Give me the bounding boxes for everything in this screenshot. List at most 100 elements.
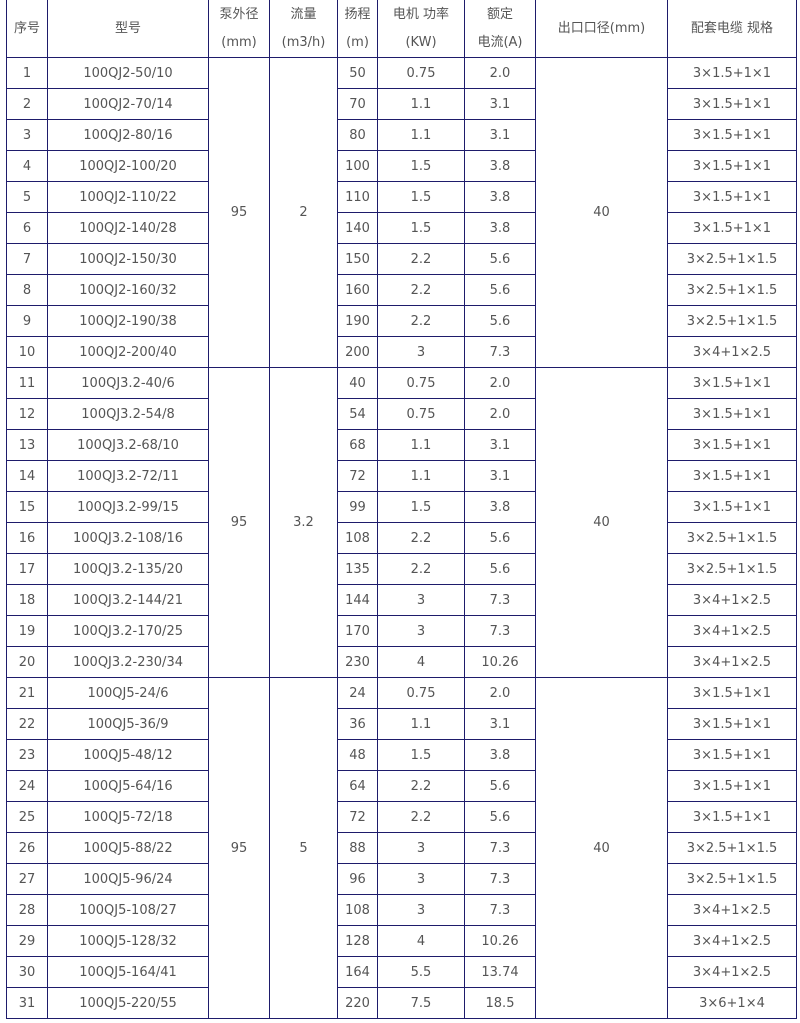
- cell-cable: 3×1.5+1×1: [667, 88, 797, 120]
- cell-model: 100QJ5-108/27: [47, 894, 209, 926]
- cell-power: 1.1: [377, 460, 465, 492]
- cell-model: 100QJ2-200/40: [47, 336, 209, 368]
- table-row: 18 100QJ3.2-144/21 144 3 7.3 3×4+1×2.5: [6, 584, 797, 616]
- header-power: 电机 功率 (KW): [377, 0, 465, 58]
- cell-cable: 3×1.5+1×1: [667, 212, 797, 244]
- cell-current: 7.3: [464, 894, 536, 926]
- cell-head: 96: [337, 863, 378, 895]
- cell-current: 18.5: [464, 987, 536, 1019]
- cell-head: 150: [337, 243, 378, 275]
- cell-model: 100QJ3.2-40/6: [47, 367, 209, 399]
- cell-current: 3.1: [464, 119, 536, 151]
- header-outer-diameter: 泵外径 (mm): [208, 0, 270, 58]
- cell-no: 10: [6, 336, 48, 368]
- cell-power: 4: [377, 925, 465, 957]
- table-row: 27 100QJ5-96/24 96 3 7.3 3×2.5+1×1.5: [6, 863, 797, 895]
- cell-no: 18: [6, 584, 48, 616]
- cell-power: 1.5: [377, 150, 465, 182]
- cell-cable: 3×2.5+1×1.5: [667, 522, 797, 554]
- cell-outlet: 40: [535, 57, 668, 368]
- table-row: 14 100QJ3.2-72/11 72 1.1 3.1 3×1.5+1×1: [6, 460, 797, 492]
- cell-model: 100QJ5-220/55: [47, 987, 209, 1019]
- cell-current: 3.1: [464, 460, 536, 492]
- cell-head: 54: [337, 398, 378, 430]
- cell-head: 88: [337, 832, 378, 864]
- header-head-label: 扬程: [344, 6, 371, 22]
- header-cable: 配套电缆 规格: [667, 0, 797, 58]
- header-outlet: 出口口径(mm): [535, 0, 668, 58]
- cell-no: 19: [6, 615, 48, 647]
- header-power-label: 电机 功率: [392, 6, 450, 22]
- cell-model: 100QJ2-80/16: [47, 119, 209, 151]
- cell-no: 23: [6, 739, 48, 771]
- cell-power: 2.2: [377, 274, 465, 306]
- cell-current: 5.6: [464, 305, 536, 337]
- cell-power: 2.2: [377, 801, 465, 833]
- table-row: 1 100QJ2-50/10 95 2 50 0.75 2.0 40 3×1.5+1×1: [6, 57, 797, 368]
- cell-cable: 3×2.5+1×1.5: [667, 274, 797, 306]
- cell-no: 17: [6, 553, 48, 585]
- cell-power: 2.2: [377, 770, 465, 802]
- cell-power: 1.1: [377, 708, 465, 740]
- table-row: 19 100QJ3.2-170/25 170 3 7.3 3×4+1×2.5: [6, 615, 797, 647]
- cell-head: 135: [337, 553, 378, 585]
- table-row: 8 100QJ2-160/32 160 2.2 5.6 3×2.5+1×1.5: [6, 274, 797, 306]
- cell-model: 100QJ3.2-99/15: [47, 491, 209, 523]
- cell-no: 12: [6, 398, 48, 430]
- table-row: 30 100QJ5-164/41 164 5.5 13.74 3×4+1×2.5: [6, 956, 797, 988]
- cell-power: 0.75: [377, 398, 465, 430]
- cell-current: 7.3: [464, 584, 536, 616]
- table-row: 26 100QJ5-88/22 88 3 7.3 3×2.5+1×1.5: [6, 832, 797, 864]
- cell-current: 3.1: [464, 708, 536, 740]
- cell-no: 29: [6, 925, 48, 957]
- cell-current: 3.1: [464, 88, 536, 120]
- table-row: 21 100QJ5-24/6 95 5 24 0.75 2.0 40 3×1.5+1×1: [6, 677, 797, 1019]
- cell-model: 100QJ5-72/18: [47, 801, 209, 833]
- table-row: 6 100QJ2-140/28 140 1.5 3.8 3×1.5+1×1: [6, 212, 797, 244]
- table-row: 24 100QJ5-64/16 64 2.2 5.6 3×1.5+1×1: [6, 770, 797, 802]
- cell-no: 27: [6, 863, 48, 895]
- table-row: 4 100QJ2-100/20 100 1.5 3.8 3×1.5+1×1: [6, 150, 797, 182]
- cell-no: 28: [6, 894, 48, 926]
- cell-head: 50: [337, 57, 378, 89]
- cell-head: 140: [337, 212, 378, 244]
- cell-no: 20: [6, 646, 48, 678]
- cell-model: 100QJ5-48/12: [47, 739, 209, 771]
- cell-power: 3: [377, 832, 465, 864]
- cell-current: 5.6: [464, 522, 536, 554]
- cell-cable: 3×2.5+1×1.5: [667, 832, 797, 864]
- cell-model: 100QJ2-190/38: [47, 305, 209, 337]
- cell-outlet: 40: [535, 677, 668, 1019]
- cell-head: 24: [337, 677, 378, 709]
- cell-head: 164: [337, 956, 378, 988]
- cell-head: 128: [337, 925, 378, 957]
- cell-model: 100QJ3.2-144/21: [47, 584, 209, 616]
- cell-no: 14: [6, 460, 48, 492]
- cell-current: 3.8: [464, 150, 536, 182]
- table-row: 31 100QJ5-220/55 220 7.5 18.5 3×6+1×4: [6, 987, 797, 1019]
- cell-head: 72: [337, 801, 378, 833]
- cell-cable: 3×1.5+1×1: [667, 491, 797, 523]
- cell-no: 4: [6, 150, 48, 182]
- cell-no: 11: [6, 367, 48, 399]
- cell-no: 8: [6, 274, 48, 306]
- table-row: 3 100QJ2-80/16 80 1.1 3.1 3×1.5+1×1: [6, 119, 797, 151]
- cell-no: 6: [6, 212, 48, 244]
- cell-model: 100QJ2-110/22: [47, 181, 209, 213]
- cell-power: 1.1: [377, 429, 465, 461]
- cell-model: 100QJ3.2-135/20: [47, 553, 209, 585]
- cell-cable: 3×1.5+1×1: [667, 770, 797, 802]
- cell-power: 0.75: [377, 677, 465, 709]
- cell-head: 99: [337, 491, 378, 523]
- cell-model: 100QJ5-96/24: [47, 863, 209, 895]
- cell-flow: 2: [269, 57, 338, 368]
- cell-flow: 5: [269, 677, 338, 1019]
- header-od-unit: (mm): [221, 34, 257, 50]
- cell-head: 220: [337, 987, 378, 1019]
- cell-current: 2.0: [464, 57, 536, 89]
- cell-power: 3: [377, 894, 465, 926]
- cell-cable: 3×1.5+1×1: [667, 150, 797, 182]
- cell-head: 108: [337, 894, 378, 926]
- cell-current: 5.6: [464, 274, 536, 306]
- cell-power: 1.1: [377, 119, 465, 151]
